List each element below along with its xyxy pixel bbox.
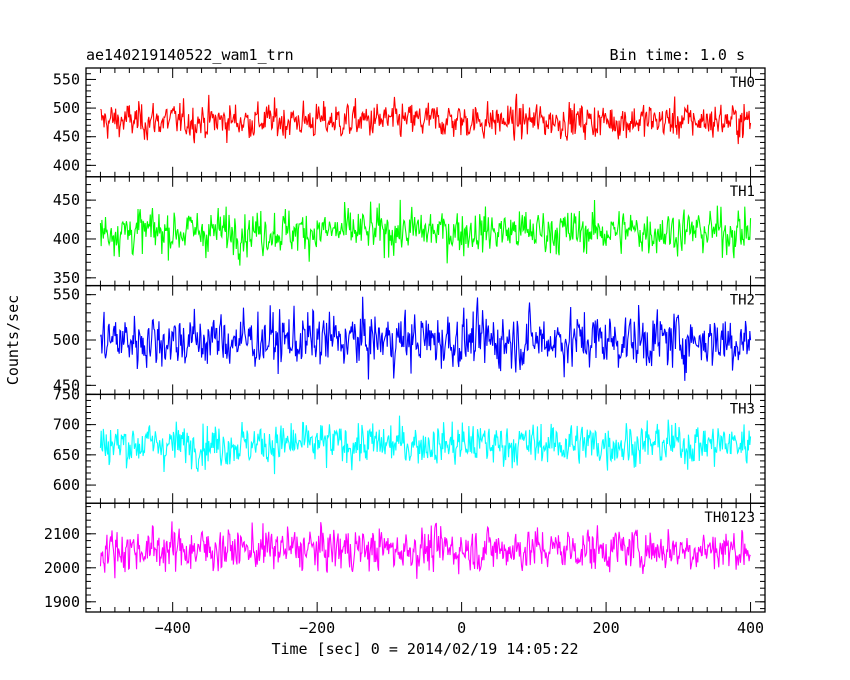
- x-axis-label: Time [sec] 0 = 2014/02/19 14:05:22: [271, 640, 578, 658]
- x-tick-label: −200: [299, 619, 335, 637]
- y-tick-label: 450: [53, 376, 80, 394]
- x-axis: −400 −200 0 200 400: [155, 619, 764, 637]
- y-tick-label: 500: [53, 99, 80, 117]
- y-tick-label: 450: [53, 191, 80, 209]
- y-tick-label: 600: [53, 476, 80, 494]
- y-tick-label: 400: [53, 230, 80, 248]
- series-line-th0: [100, 93, 752, 145]
- series-name-th3: TH3: [730, 401, 755, 417]
- panel-th0123: 1900 2000 2100 TH0123: [44, 502, 766, 613]
- y-tick-label: 550: [53, 70, 80, 88]
- y-tick-label: 400: [53, 156, 80, 174]
- x-tick-label: 0: [457, 619, 466, 637]
- series-name-th1: TH1: [730, 184, 755, 200]
- panels: 400 450 500 550 TH0 350 400 450 TH1 450 500 550 TH2 6…: [44, 67, 766, 613]
- bin-time-label: Bin time: 1.0 s: [610, 46, 745, 64]
- y-tick-label: 2000: [44, 559, 80, 577]
- series-line-th2: [99, 296, 752, 381]
- y-tick-label: 650: [53, 446, 80, 464]
- series-name-th0: TH0: [730, 75, 755, 91]
- y-tick-label: 450: [53, 128, 80, 146]
- x-tick-label: 200: [593, 619, 620, 637]
- panel-th1: 350 400 450 TH1: [53, 176, 766, 287]
- y-tick-label: 350: [53, 269, 80, 287]
- series-line-th1: [99, 199, 752, 266]
- y-tick-label: 750: [53, 385, 80, 403]
- panel-th3: 600 650 700 750 TH3: [53, 385, 766, 504]
- y-tick-label: 550: [53, 286, 80, 304]
- panel-frame: [85, 502, 766, 613]
- y-axis-label: Counts/sec: [4, 295, 22, 385]
- chart-title: ae140219140522_wam1_trn: [86, 46, 294, 64]
- x-tick-label: 400: [737, 619, 764, 637]
- y-tick-label: 700: [53, 416, 80, 434]
- panel-th0: 400 450 500 550 TH0: [53, 67, 766, 178]
- y-tick-label: 500: [53, 331, 80, 349]
- series-name-th2: TH2: [730, 293, 755, 309]
- series-line-th3: [99, 415, 752, 475]
- y-tick-label: 2100: [44, 525, 80, 543]
- series-name-th0123: TH0123: [704, 510, 755, 526]
- y-tick-label: 1900: [44, 593, 80, 611]
- panel-th2: 450 500 550 TH2: [53, 284, 766, 396]
- series-line-th0123: [99, 521, 751, 579]
- x-tick-label: −400: [155, 619, 191, 637]
